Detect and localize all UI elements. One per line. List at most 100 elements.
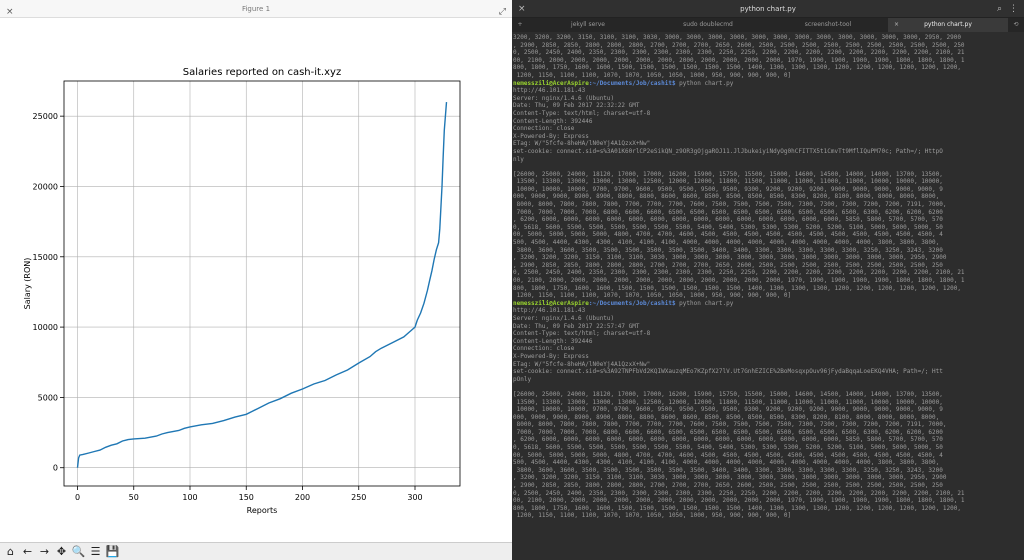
- output-line: 0, 5618, 5600, 5500, 5500, 5500, 5500, 5…: [513, 223, 943, 231]
- zoom-icon[interactable]: 🔍: [71, 545, 86, 558]
- tab-close-icon[interactable]: ×: [894, 21, 900, 28]
- output-line: [513, 163, 1023, 171]
- y-tick-label: 20000: [33, 182, 58, 191]
- output-line: set-cookie: connect.sid=s%3A01K60rlCP2eS…: [513, 147, 943, 155]
- output-line: 0, 2500, 2450, 2400, 2350, 2300, 2300, 2…: [513, 489, 965, 497]
- output-line: 00, 2100, 2000, 2000, 2000, 2000, 2000, …: [513, 497, 965, 505]
- output-line: 500, 4500, 4400, 4300, 4300, 4100, 4100,…: [513, 459, 940, 467]
- figure-title: Figure 1: [241, 5, 271, 13]
- prompt-command: python chart.py: [675, 299, 734, 307]
- output-line: 00, 5000, 5000, 5000, 5000, 4800, 4700, …: [513, 231, 943, 239]
- y-tick-label: 25000: [33, 112, 58, 121]
- output-line: 7000, 7000, 7000, 7000, 6800, 6600, 6600…: [513, 208, 943, 216]
- terminal-tab-label: jekyll serve: [571, 21, 605, 28]
- output-line: 0, 2500, 2450, 2400, 2350, 2300, 2300, 2…: [513, 49, 965, 57]
- x-tick-label: 100: [182, 493, 197, 502]
- y-tick-label: 15000: [33, 253, 58, 262]
- output-line: 3800, 3600, 3600, 3500, 3500, 3500, 3500…: [513, 246, 943, 254]
- output-line: 500, 4500, 4400, 4300, 4300, 4100, 4100,…: [513, 239, 940, 247]
- output-line: 10000, 10000, 10000, 9700, 9700, 9600, 9…: [513, 185, 943, 193]
- output-line: [26000, 25000, 24000, 18120, 17000, 1700…: [513, 390, 943, 398]
- output-line: 000, 9000, 9000, 8900, 8900, 8800, 8800,…: [513, 193, 940, 201]
- output-line: ETag: W/"5fcfe-8heHA/lN0eYj4A1QzxX+Nw": [513, 360, 651, 368]
- terminal-output: 3200, 3200, 3200, 3150, 3100, 3100, 3030…: [512, 33, 1024, 560]
- prompt-path: :~/Documents/Job/cashit$: [588, 79, 676, 87]
- output-line: 0, 5618, 5600, 5500, 5500, 5500, 5500, 5…: [513, 444, 943, 452]
- x-tick-label: 300: [407, 493, 422, 502]
- output-line: http://46.101.181.43: [513, 87, 586, 95]
- terminal-tab[interactable]: screenshot-tool: [768, 18, 888, 32]
- pan-icon[interactable]: ✥: [56, 545, 67, 558]
- terminal-titlebar: × python chart.py ⌕ ⋮: [512, 0, 1024, 18]
- prompt-user: nemesszili@AcerAspire: [513, 79, 589, 87]
- output-line: , 6200, 6000, 6000, 6000, 6000, 6000, 60…: [513, 436, 943, 444]
- output-line: http://46.101.181.43: [513, 307, 586, 315]
- output-line: 0, 2500, 2450, 2400, 2350, 2300, 2300, 2…: [513, 269, 965, 277]
- figure-titlebar: × Figure 1 ⤢: [0, 0, 512, 18]
- prompt-command: python chart.py: [675, 79, 734, 87]
- save-icon[interactable]: 💾: [105, 545, 120, 558]
- output-line: Content-Length: 392446: [513, 337, 593, 345]
- output-line: 3800, 3600, 3600, 3500, 3500, 3500, 3500…: [513, 466, 943, 474]
- output-line: 800, 1800, 1750, 1600, 1600, 1500, 1500,…: [513, 64, 961, 72]
- output-line: Server: nginx/1.4.6 (Ubuntu): [513, 94, 615, 102]
- terminal-tab[interactable]: jekyll serve: [528, 18, 648, 32]
- figure-close-button[interactable]: ×: [6, 7, 14, 17]
- prompt-line: nemesszili@AcerAspire:~/Documents/Job/ca…: [513, 300, 1023, 308]
- output-line: 800, 1800, 1750, 1600, 1600, 1500, 1500,…: [513, 284, 961, 292]
- menu-icon[interactable]: ⋮: [1009, 4, 1018, 14]
- output-line: 00, 2100, 2000, 2000, 2000, 2000, 2000, …: [513, 277, 965, 284]
- terminal-tab[interactable]: × python chart.py: [888, 18, 1008, 32]
- x-tick-label: 50: [129, 493, 139, 502]
- matplotlib-toolbar: ⌂ ← → ✥ 🔍 ☰ 💾: [0, 542, 512, 560]
- terminal-tab-label: screenshot-tool: [804, 21, 852, 28]
- chart-title: Salaries reported on cash-it.xyz: [183, 67, 341, 78]
- figure-maximize-button[interactable]: ⤢: [498, 7, 506, 17]
- output-line: 1200, 1150, 1100, 1100, 1070, 1070, 1050…: [513, 292, 792, 300]
- y-tick-label: 0: [53, 464, 58, 473]
- figure-window: × Figure 1 ⤢ 0 50 100 150 200 250 300 0 5000 1000…: [0, 0, 512, 560]
- output-line: 800, 1800, 1750, 1600, 1600, 1500, 1500,…: [513, 504, 961, 512]
- home-icon[interactable]: ⌂: [7, 545, 14, 558]
- output-line: Server: nginx/1.4.6 (Ubuntu): [513, 314, 615, 322]
- x-tick-label: 0: [75, 493, 80, 502]
- terminal-tab[interactable]: sudo doublecmd: [648, 18, 768, 32]
- output-line: set-cookie: connect.sid=s%3A92TNPFbVd2KQ…: [513, 368, 943, 376]
- y-tick-label: 5000: [38, 393, 58, 402]
- terminal-tab-label: sudo doublecmd: [683, 21, 733, 28]
- output-line: 10000, 10000, 10000, 9700, 9700, 9600, 9…: [513, 406, 943, 414]
- salary-series-line: [76, 102, 448, 468]
- output-line: , 2900, 2850, 2850, 2800, 2800, 2800, 27…: [513, 261, 943, 269]
- output-line: , 3200, 3200, 3200, 3150, 3100, 3100, 30…: [513, 474, 947, 482]
- prompt-path: :~/Documents/Job/cashit$: [588, 299, 676, 307]
- forward-icon[interactable]: →: [39, 545, 50, 558]
- back-icon[interactable]: ←: [22, 545, 33, 558]
- output-line: 7000, 7000, 7000, 7000, 6800, 6600, 6600…: [513, 428, 943, 436]
- output-line: 8000, 8000, 7800, 7800, 7800, 7700, 7700…: [513, 201, 947, 209]
- output-line: X-Powered-By: Express: [513, 352, 589, 360]
- output-line: 8000, 8000, 7800, 7800, 7800, 7700, 7700…: [513, 421, 947, 429]
- output-line: Content-Type: text/html; charset=utf-8: [513, 330, 651, 338]
- new-tab-button[interactable]: +: [517, 21, 523, 28]
- output-line: X-Powered-By: Express: [513, 132, 589, 140]
- output-line: Content-Type: text/html; charset=utf-8: [513, 109, 651, 117]
- output-line: Connection: close: [513, 125, 575, 133]
- y-axis-label: Salary (RON): [23, 258, 32, 310]
- output-line: ETag: W/"5fcfe-8heHA/lN0eYj4A1QzxX+Nw": [513, 140, 651, 148]
- x-tick-label: 200: [295, 493, 310, 502]
- x-axis-label: Reports: [247, 506, 278, 515]
- x-tick-label: 250: [351, 493, 366, 502]
- chart-area: 0 50 100 150 200 250 300 0 5000 10000 15000 20000 25…: [23, 67, 461, 515]
- terminal-tab-label: python chart.py: [924, 21, 972, 28]
- output-line: pOnly: [513, 375, 532, 383]
- history-icon[interactable]: ⟲: [1013, 21, 1019, 28]
- terminal-close-button[interactable]: ×: [518, 4, 526, 14]
- output-line: 3200, 3200, 3200, 3150, 3100, 3100, 3030…: [513, 34, 961, 41]
- output-line: nly: [513, 155, 524, 163]
- search-icon[interactable]: ⌕: [996, 4, 1002, 14]
- configure-icon[interactable]: ☰: [90, 545, 101, 558]
- output-line: [26000, 25000, 24000, 18120, 17000, 1700…: [513, 170, 943, 178]
- plot-background: [64, 81, 460, 486]
- prompt-line: nemesszili@AcerAspire:~/Documents/Job/ca…: [513, 80, 1023, 88]
- output-line: 1200, 1150, 1100, 1100, 1070, 1070, 1050…: [513, 71, 792, 79]
